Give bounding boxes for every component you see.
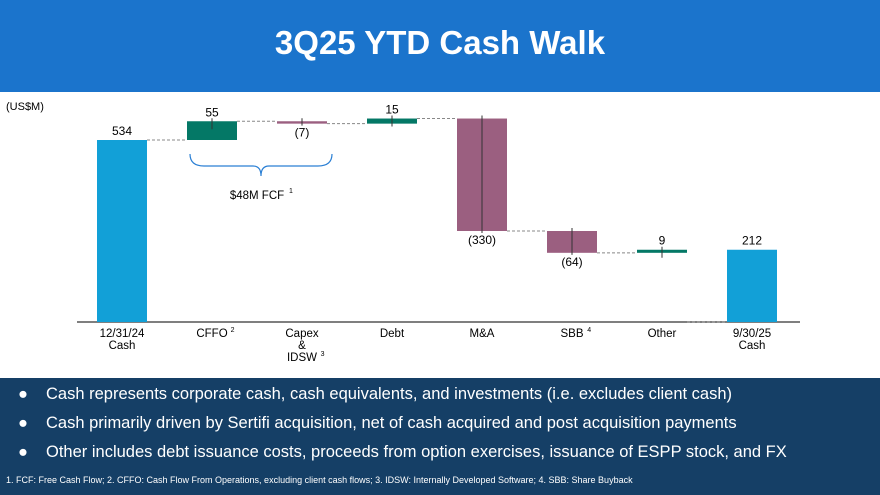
data-label: (64) xyxy=(561,255,582,269)
category-label: IDSW xyxy=(287,352,317,364)
data-label: 534 xyxy=(112,124,132,138)
bar xyxy=(727,249,777,322)
fcf-brace xyxy=(189,153,333,177)
title-banner xyxy=(0,0,880,92)
category-label: & xyxy=(298,340,306,352)
category-label: Debt xyxy=(380,328,405,340)
category-label: Cash xyxy=(739,340,766,352)
bar xyxy=(187,121,237,140)
data-label: (7) xyxy=(295,126,310,140)
category-label: 12/31/24 xyxy=(100,328,145,340)
footnote-marker: 2 xyxy=(231,327,235,334)
category-label: 9/30/25 xyxy=(733,328,771,340)
category-label: Cash xyxy=(109,340,136,352)
fcf-annotation: $48M FCF xyxy=(230,190,284,202)
category-label: M&A xyxy=(470,328,495,340)
bullet-item: ● Other includes debt issuance costs, pro… xyxy=(18,443,787,462)
category-label: SBB xyxy=(560,328,583,340)
data-label: 212 xyxy=(742,234,762,248)
category-label: Other xyxy=(648,328,677,340)
category-label: Capex xyxy=(285,328,318,340)
unit-label: (US$M) xyxy=(6,101,44,113)
footnote-marker: 3 xyxy=(321,351,325,358)
notes-panel: ● Cash represents corporate cash, cash eq… xyxy=(0,378,880,495)
data-label: (330) xyxy=(468,233,496,247)
category-label: CFFO xyxy=(196,328,227,340)
bullet-text: Cash represents corporate cash, cash equ… xyxy=(46,385,733,403)
bullet-item: ● Cash represents corporate cash, cash eq… xyxy=(18,385,732,404)
bullet-dot-icon: ● xyxy=(18,414,28,432)
bullet-dot-icon: ● xyxy=(18,443,28,461)
bullet-dot-icon: ● xyxy=(18,385,28,403)
footnote-marker: 4 xyxy=(587,327,591,334)
data-label: 15 xyxy=(385,103,399,117)
footnote: 1. FCF: Free Cash Flow; 2. CFFO: Cash Fl… xyxy=(6,475,633,485)
data-label: 9 xyxy=(659,234,666,248)
bullet-text: Cash primarily driven by Sertifi acquisi… xyxy=(46,414,737,432)
bullet-item: ● Cash primarily driven by Sertifi acquis… xyxy=(18,414,737,433)
footnote-marker: 1 xyxy=(289,188,293,195)
page-title: 3Q25 YTD Cash Walk xyxy=(274,24,606,61)
bar xyxy=(97,140,147,322)
bullet-text: Other includes debt issuance costs, proc… xyxy=(46,443,787,461)
data-label: 55 xyxy=(205,105,219,119)
